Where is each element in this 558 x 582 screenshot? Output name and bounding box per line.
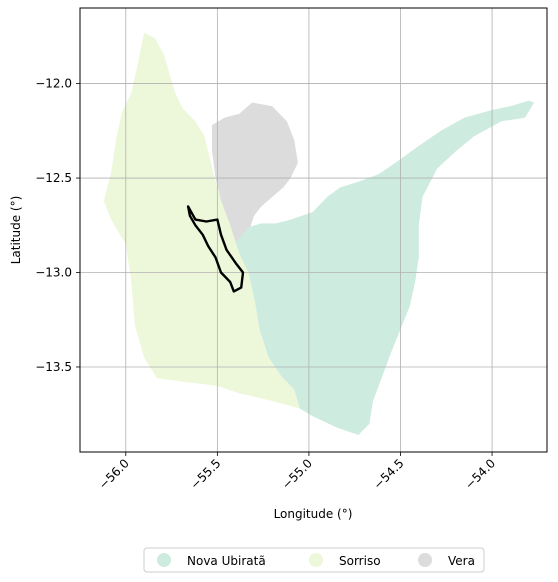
outline-layer [186,205,245,293]
x-axis-ticks: −56.0 −55.5 −55.0 −54.5 −54.0 [96,452,498,492]
regions-layer [103,32,535,435]
legend-label-nova-ubirata: Nova Ubiratã [187,554,266,568]
x-tick-label-m54-0: −54.0 [462,456,498,492]
plot-frame [79,7,548,453]
legend: Nova Ubiratã Sorriso Vera [143,547,485,573]
legend-label-sorriso: Sorriso [339,554,381,568]
y-tick-label-m12-5: −12.5 [35,171,72,185]
legend-marker-nova-ubirata [157,553,171,567]
y-tick-label-m12-0: −12.0 [35,77,72,91]
x-tick-label-m56-0: −56.0 [96,456,132,492]
x-axis-label: Longitude (°) [274,507,353,521]
y-axis-ticks: −12.0 −12.5 −13.0 −13.5 [35,77,80,374]
highlight-outline [186,205,245,293]
x-tick-label-m54-5: −54.5 [371,456,407,492]
legend-marker-sorriso [309,553,323,567]
x-tick-label-m55-5: −55.5 [188,456,224,492]
y-tick-label-m13-5: −13.5 [35,360,72,374]
x-tick-label-m55-0: −55.0 [279,456,315,492]
legend-label-vera: Vera [448,554,475,568]
grid-layer [80,8,547,452]
y-axis-label: Latitude (°) [9,196,23,265]
legend-marker-vera [418,553,432,567]
region-vera [211,102,298,243]
y-tick-label-m13-0: −13.0 [35,266,72,280]
region-nova-ubirata [235,100,535,435]
